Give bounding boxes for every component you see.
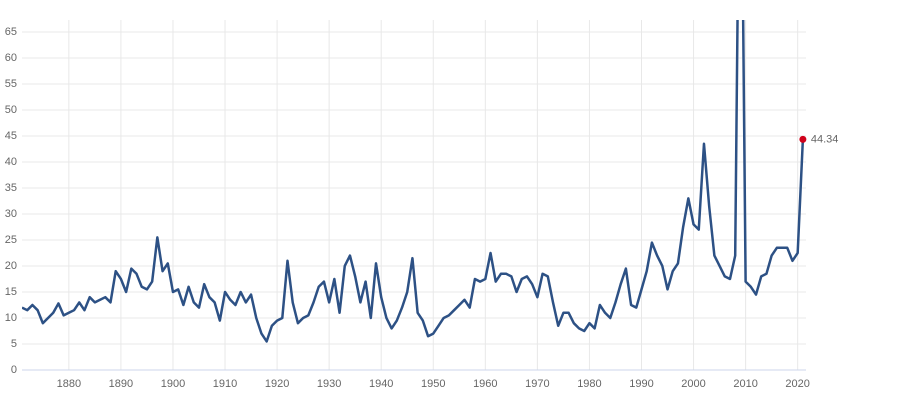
x-tick-label: 1980: [577, 378, 601, 390]
x-tick-label: 1910: [213, 378, 237, 390]
y-tick-label: 5: [11, 338, 17, 350]
x-tick-label: 1920: [265, 378, 289, 390]
x-tick-label: 2010: [733, 378, 757, 390]
y-tick-label: 10: [5, 312, 17, 324]
y-tick-label: 40: [5, 156, 17, 168]
y-tick-label: 65: [5, 26, 17, 38]
x-tick-label: 1950: [421, 378, 445, 390]
y-tick-label: 15: [5, 286, 17, 298]
y-tick-label: 50: [5, 104, 17, 116]
x-tick-label: 1960: [473, 378, 497, 390]
last-value-label: 44.34: [811, 133, 839, 145]
x-tick-label: 1930: [317, 378, 341, 390]
y-tick-label: 55: [5, 78, 17, 90]
last-point: [799, 135, 807, 143]
x-tick-label: 1970: [525, 378, 549, 390]
x-tick-label: 1940: [369, 378, 393, 390]
y-tick-label: 35: [5, 182, 17, 194]
y-tick-label: 60: [5, 52, 17, 64]
x-tick-label: 1880: [57, 378, 81, 390]
y-tick-label: 30: [5, 208, 17, 220]
x-tick-label: 2000: [681, 378, 705, 390]
y-tick-label: 0: [11, 364, 17, 376]
y-tick-label: 45: [5, 130, 17, 142]
x-tick-label: 1900: [161, 378, 185, 390]
y-tick-label: 25: [5, 234, 17, 246]
x-tick-label: 2020: [785, 378, 809, 390]
x-tick-label: 1890: [109, 378, 133, 390]
y-tick-label: 20: [5, 260, 17, 272]
data-line: [22, 20, 805, 343]
x-tick-label: 1990: [629, 378, 653, 390]
